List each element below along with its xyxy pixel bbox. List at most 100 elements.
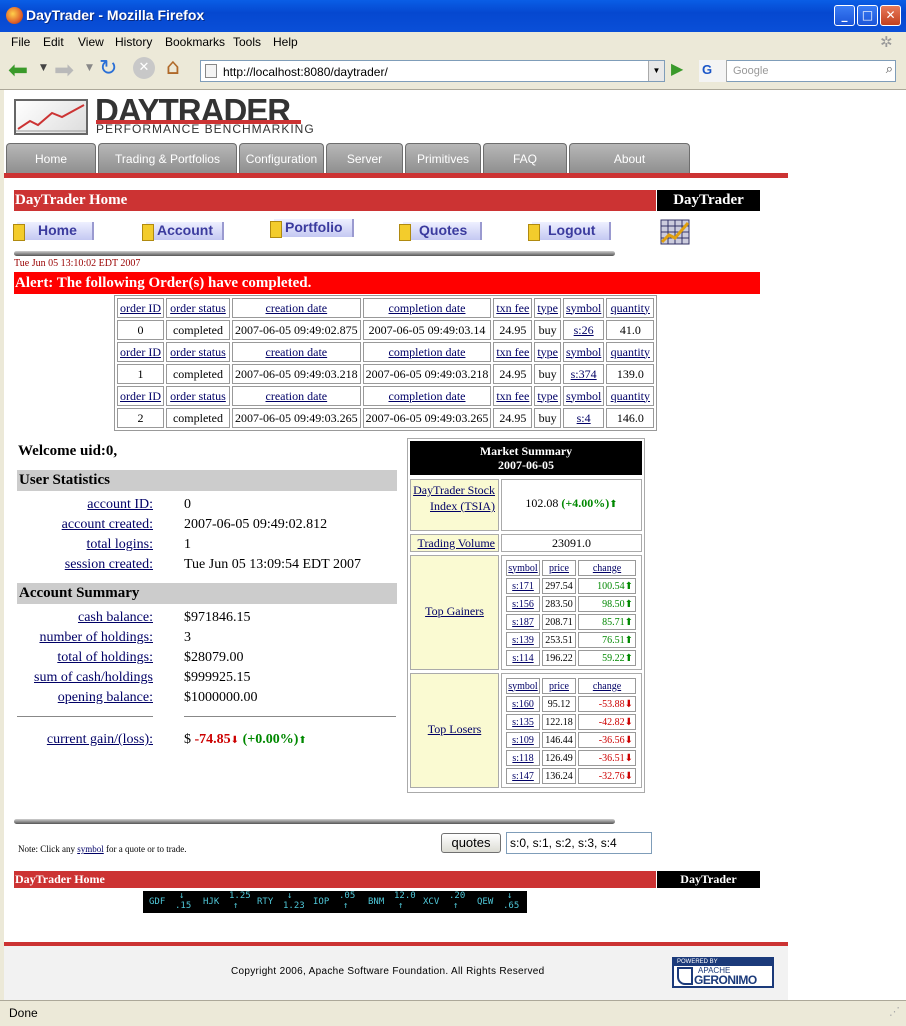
- orders-header-link[interactable]: symbol: [565, 300, 602, 315]
- tab-trading-portfolios[interactable]: Trading & Portfolios: [98, 143, 237, 173]
- down-arrow-icon: ↓: [179, 891, 185, 901]
- navigation-toolbar: ⬅ ▼ ➡ ▼ ↻ ✕ ⌂ http://localhost:8080/dayt…: [0, 52, 906, 90]
- back-icon[interactable]: ⬅: [8, 56, 29, 84]
- back-dropdown-icon[interactable]: ▼: [40, 63, 47, 73]
- orders-header-link[interactable]: order status: [170, 300, 226, 315]
- orders-header-link[interactable]: type: [537, 388, 558, 403]
- orders-header-link[interactable]: creation date: [265, 344, 328, 359]
- menu-view[interactable]: View: [78, 35, 104, 49]
- stat-label[interactable]: session created:: [64, 557, 153, 572]
- symbol-link[interactable]: s:109: [512, 734, 534, 746]
- go-icon[interactable]: ▶: [671, 59, 684, 78]
- close-button[interactable]: ✕: [880, 5, 901, 26]
- symbol-link[interactable]: s:139: [512, 634, 534, 646]
- menu-edit[interactable]: Edit: [43, 35, 64, 49]
- orders-header-link[interactable]: txn fee: [496, 388, 530, 403]
- orders-header-link[interactable]: type: [537, 344, 558, 359]
- symbol-link[interactable]: symbol: [77, 844, 104, 854]
- search-bar[interactable]: G Google ⌕: [699, 60, 896, 82]
- orders-header-link[interactable]: order ID: [120, 300, 161, 315]
- nav-logout-button[interactable]: Logout: [528, 222, 611, 241]
- menu-history[interactable]: History: [115, 35, 153, 49]
- symbol-link[interactable]: s:160: [512, 698, 534, 710]
- menu-help[interactable]: Help: [273, 35, 298, 49]
- tab-primitives[interactable]: Primitives: [405, 143, 481, 173]
- url-bar[interactable]: http://localhost:8080/daytrader/ ▼: [200, 60, 665, 82]
- mini-header-link[interactable]: symbol: [508, 680, 538, 692]
- stop-icon[interactable]: ✕: [133, 57, 155, 79]
- symbol-link[interactable]: s:374: [570, 366, 597, 381]
- tab-about[interactable]: About: [569, 143, 690, 173]
- tab-configuration[interactable]: Configuration: [239, 143, 324, 173]
- home-icon[interactable]: ⌂: [166, 55, 180, 80]
- nav-home-button[interactable]: Home: [13, 222, 94, 241]
- stat-label[interactable]: account created:: [61, 517, 153, 532]
- orders-header-link[interactable]: order ID: [120, 388, 161, 403]
- orders-header-link[interactable]: order ID: [120, 344, 161, 359]
- resize-grip-icon[interactable]: ⋰: [889, 1006, 900, 1018]
- quotes-input[interactable]: s:0, s:1, s:2, s:3, s:4: [506, 832, 652, 854]
- maximize-button[interactable]: □: [857, 5, 878, 26]
- forward-icon[interactable]: ➡: [54, 56, 75, 84]
- tab-faq[interactable]: FAQ: [483, 143, 567, 173]
- mini-header-link[interactable]: price: [549, 562, 569, 574]
- stat-label[interactable]: account ID:: [87, 497, 153, 512]
- stat-label[interactable]: sum of cash/holdings: [34, 670, 153, 685]
- quotes-button[interactable]: quotes: [441, 833, 501, 853]
- symbol-link[interactable]: s:118: [512, 752, 534, 764]
- stat-label[interactable]: opening balance:: [57, 690, 153, 705]
- orders-header-link[interactable]: type: [537, 300, 558, 315]
- stat-label[interactable]: total of holdings:: [57, 650, 153, 665]
- orders-cell: 2007-06-05 09:49:03.218: [231, 364, 361, 384]
- symbol-link[interactable]: s:171: [512, 580, 534, 592]
- url-dropdown-icon[interactable]: ▼: [648, 61, 664, 81]
- menu-file[interactable]: File: [11, 35, 31, 49]
- symbol-link[interactable]: s:147: [512, 770, 534, 782]
- tab-server[interactable]: Server: [326, 143, 403, 173]
- minimize-button[interactable]: _: [834, 5, 855, 26]
- current-gain-label[interactable]: current gain/(loss):: [46, 732, 153, 747]
- orders-header-link[interactable]: completion date: [388, 300, 466, 315]
- stat-label[interactable]: number of holdings:: [39, 630, 153, 645]
- nav-portfolio-button[interactable]: Portfolio: [270, 219, 354, 238]
- symbol-link[interactable]: s:135: [512, 716, 534, 728]
- menu-bookmarks[interactable]: Bookmarks: [165, 35, 226, 49]
- orders-header-link[interactable]: completion date: [388, 388, 466, 403]
- stat-label[interactable]: total logins:: [86, 537, 154, 552]
- symbol-link[interactable]: s:4: [576, 410, 591, 425]
- menu-tools[interactable]: Tools: [233, 35, 262, 49]
- symbol-link[interactable]: s:156: [512, 598, 534, 610]
- orders-header-link[interactable]: txn fee: [496, 300, 530, 315]
- scrollbar[interactable]: [890, 90, 906, 1000]
- mini-header-link[interactable]: price: [549, 680, 569, 692]
- search-engine-icon[interactable]: G: [699, 60, 727, 82]
- symbol-link[interactable]: s:114: [512, 652, 534, 664]
- symbol-link[interactable]: s:26: [573, 322, 594, 337]
- orders-header-link[interactable]: quantity: [610, 344, 650, 359]
- mini-header-link[interactable]: change: [592, 680, 622, 692]
- orders-header-link[interactable]: order status: [170, 388, 226, 403]
- search-icon[interactable]: ⌕: [885, 62, 893, 77]
- window-titlebar[interactable]: DayTrader - Mozilla Firefox _ □ ✕: [0, 0, 906, 32]
- nav-quotes-button[interactable]: Quotes: [399, 222, 482, 241]
- reload-icon[interactable]: ↻: [99, 56, 118, 81]
- mini-header-link[interactable]: change: [592, 562, 622, 574]
- stat-label[interactable]: cash balance:: [77, 610, 153, 625]
- orders-header-link[interactable]: symbol: [565, 344, 602, 359]
- orders-header-link[interactable]: order status: [170, 344, 226, 359]
- nav-account-button[interactable]: Account: [142, 222, 224, 241]
- forward-dropdown-icon[interactable]: ▼: [86, 63, 93, 73]
- orders-header-link[interactable]: symbol: [565, 388, 602, 403]
- orders-header-link[interactable]: quantity: [610, 388, 650, 403]
- url-text[interactable]: http://localhost:8080/daytrader/: [223, 65, 388, 79]
- orders-header-link[interactable]: creation date: [265, 300, 328, 315]
- orders-header-link[interactable]: txn fee: [496, 344, 530, 359]
- search-input[interactable]: Google: [733, 65, 769, 77]
- mini-header-link[interactable]: symbol: [508, 562, 538, 574]
- orders-cell: s:374: [562, 364, 605, 384]
- orders-header-link[interactable]: completion date: [388, 344, 466, 359]
- tab-home[interactable]: Home: [6, 143, 96, 173]
- orders-header-link[interactable]: quantity: [610, 300, 650, 315]
- symbol-link[interactable]: s:187: [512, 616, 534, 628]
- orders-header-link[interactable]: creation date: [265, 388, 328, 403]
